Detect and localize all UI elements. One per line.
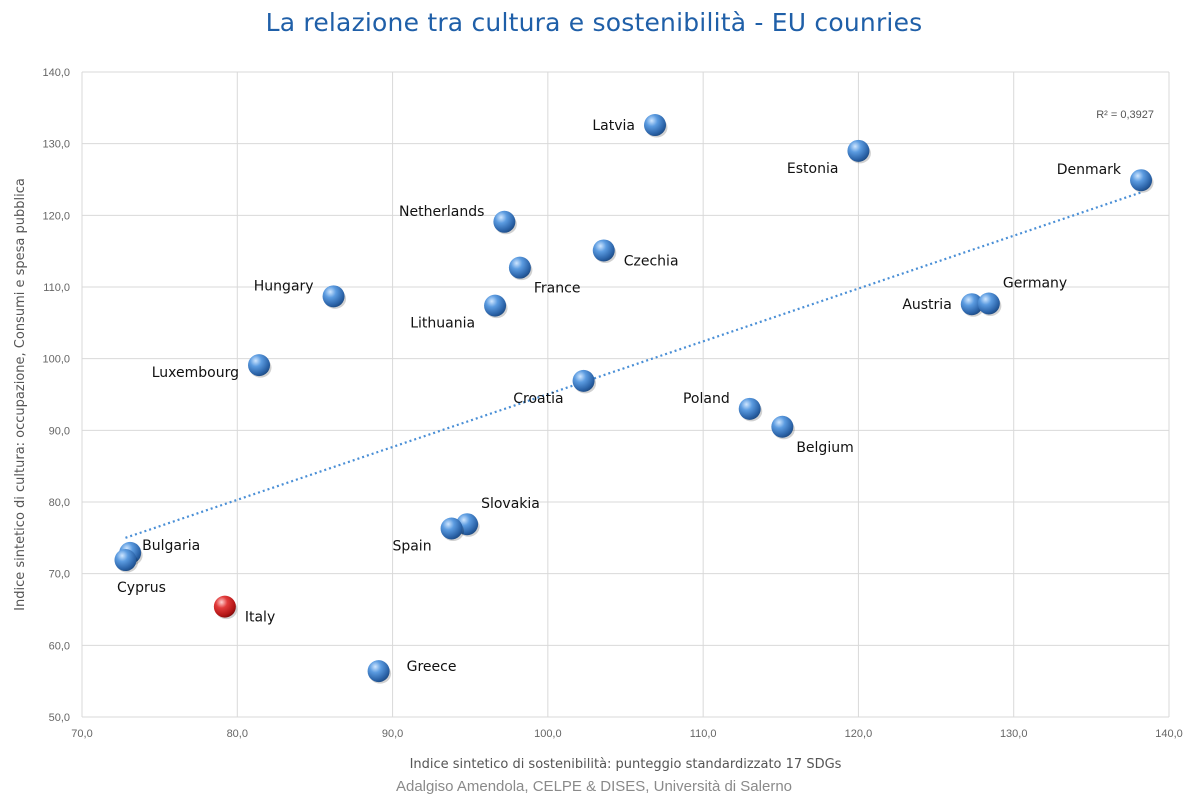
point-label: Estonia <box>787 161 839 177</box>
r-squared-label: R² = 0,3927 <box>1096 109 1154 121</box>
x-tick-label: 140,0 <box>1155 728 1183 740</box>
point-marker <box>738 397 761 420</box>
x-tick-label: 80,0 <box>227 728 248 740</box>
scatter-point <box>493 210 517 235</box>
y-tick-label: 80,0 <box>49 497 70 509</box>
scatter-point <box>248 354 272 378</box>
point-label: Slovakia <box>481 496 540 512</box>
scatter-point <box>738 397 763 422</box>
scatter-point <box>213 595 238 620</box>
point-marker <box>114 549 137 572</box>
x-tick-label: 110,0 <box>690 728 717 740</box>
scatter-point <box>484 294 508 319</box>
y-tick-label: 130,0 <box>42 139 70 151</box>
chart-title: La relazione tra cultura e sostenibilità… <box>265 8 923 37</box>
x-tick-label: 70,0 <box>71 728 92 740</box>
x-tick-label: 100,0 <box>534 728 562 740</box>
point-marker <box>1130 169 1153 192</box>
scatter-point <box>771 415 795 440</box>
point-marker <box>960 293 983 316</box>
point-label: Spain <box>392 539 431 555</box>
point-marker <box>508 256 531 279</box>
scatter-point <box>367 660 392 684</box>
y-tick-label: 70,0 <box>49 569 70 581</box>
point-label: Cyprus <box>117 580 166 596</box>
data-points: Latvia Estonia Denmark Netherlands Czechia Fr… <box>114 114 1154 684</box>
y-tick-label: 140,0 <box>42 67 70 79</box>
scatter-point <box>1130 169 1154 193</box>
y-tick-label: 110,0 <box>43 282 70 294</box>
scatter-point <box>592 239 617 263</box>
point-marker <box>484 294 507 317</box>
scatter-point <box>114 549 138 573</box>
scatter-point <box>508 256 533 281</box>
point-label: France <box>534 281 581 297</box>
grid-lines <box>81 71 1170 718</box>
x-tick-label: 90,0 <box>382 728 403 740</box>
scatter-point <box>977 292 1002 316</box>
point-marker <box>440 517 463 540</box>
point-marker <box>493 210 516 233</box>
credit-line: Adalgiso Amendola, CELPE & DISES, Univer… <box>395 778 793 795</box>
point-label: Italy <box>245 610 275 626</box>
point-label: Belgium <box>796 440 853 456</box>
point-label: Poland <box>683 391 730 407</box>
point-label: Hungary <box>254 278 314 294</box>
point-label: Austria <box>902 297 951 313</box>
y-tick-label: 100,0 <box>42 354 70 366</box>
point-label: Germany <box>1003 275 1067 291</box>
point-marker <box>644 114 667 137</box>
y-tick-label: 60,0 <box>49 640 70 652</box>
y-tick-label: 90,0 <box>49 425 70 437</box>
y-axis-title: Indice sintetico di cultura: occupazione… <box>13 178 28 611</box>
point-marker <box>847 139 870 162</box>
point-marker <box>572 369 595 392</box>
tick-labels: 70,0 80,0 90,0 100,0 110,0 120,0 130,0 140,0 50,… <box>42 67 1182 740</box>
point-label: Lithuania <box>410 316 475 332</box>
scatter-point <box>572 369 597 394</box>
y-tick-label: 120,0 <box>42 210 70 222</box>
x-tick-label: 130,0 <box>1000 728 1028 740</box>
point-label: Latvia <box>592 118 635 134</box>
point-marker <box>322 285 345 308</box>
point-marker <box>248 354 271 377</box>
x-axis-title: Indice sintetico di sostenibilità: punte… <box>410 757 842 772</box>
point-label: Bulgaria <box>142 538 200 554</box>
point-label: Greece <box>407 659 457 675</box>
point-label: Netherlands <box>399 204 484 220</box>
point-marker <box>592 239 615 262</box>
point-label: Croatia <box>513 391 563 407</box>
trendline <box>125 191 1142 539</box>
scatter-point <box>440 517 465 542</box>
scatter-point <box>644 114 668 138</box>
x-tick-label: 120,0 <box>845 728 873 740</box>
point-marker <box>367 660 390 683</box>
scatter-point <box>847 139 871 164</box>
point-marker <box>771 415 794 438</box>
point-label: Denmark <box>1057 162 1122 178</box>
point-marker <box>213 595 236 618</box>
point-label: Luxembourg <box>152 365 239 381</box>
point-marker <box>977 292 1000 315</box>
scatter-point <box>322 285 347 309</box>
point-label: Czechia <box>624 253 679 269</box>
y-tick-label: 50,0 <box>49 712 70 724</box>
